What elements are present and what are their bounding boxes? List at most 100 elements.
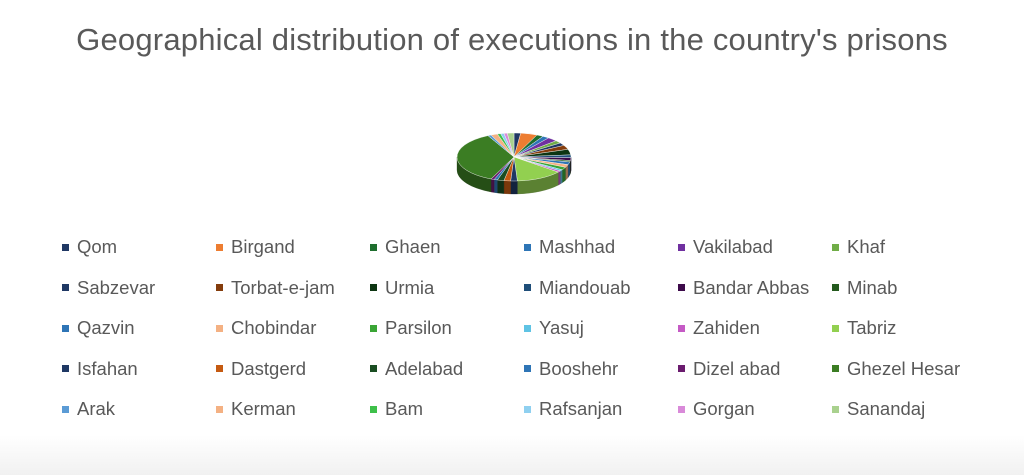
legend-label: Vakilabad <box>693 236 773 258</box>
legend-swatch <box>370 284 377 292</box>
legend-item: Chobindar <box>216 317 370 339</box>
legend-item: Dastgerd <box>216 358 370 380</box>
legend-label: Zahiden <box>693 317 760 339</box>
legend-label: Mashhad <box>539 236 616 258</box>
legend-label: Khaf <box>847 236 886 258</box>
pie-slice-side-isfahan <box>510 180 518 195</box>
legend-swatch <box>62 405 69 413</box>
legend-label: Ghezel Hesar <box>847 357 961 379</box>
legend-label: Birgand <box>231 236 295 258</box>
legend-swatch <box>370 243 377 251</box>
pie-slice-side-zahiden <box>558 170 561 186</box>
legend-item: Ghezel Hesar <box>832 358 986 380</box>
chart-title: Geographical distribution of executions … <box>76 22 948 57</box>
legend-item: Bandar Abbas <box>678 277 832 299</box>
legend-item: Birgand <box>216 236 370 258</box>
legend-item: Ghaen <box>370 236 524 258</box>
legend-label: Booshehr <box>539 357 619 379</box>
legend-swatch <box>678 365 685 373</box>
legend-swatch <box>370 365 377 373</box>
legend-label: Parsilon <box>385 317 452 339</box>
pie-slices <box>456 132 572 182</box>
background-shade <box>0 435 1024 475</box>
legend-item: Isfahan <box>62 358 216 380</box>
pie-chart <box>456 132 572 195</box>
legend-swatch <box>524 365 531 373</box>
legend-label: Urmia <box>385 276 435 298</box>
legend-label: Dizel abad <box>693 357 781 379</box>
legend-label: Miandouab <box>539 276 631 298</box>
legend-swatch <box>216 284 223 292</box>
pie-slice-ghezel-hesar <box>456 135 515 180</box>
legend-swatch <box>62 284 69 292</box>
legend-label: Tabriz <box>847 317 897 339</box>
legend-label: Minab <box>847 276 898 298</box>
legend-item: Gorgan <box>678 398 832 420</box>
legend-item: Miandouab <box>524 277 678 299</box>
legend-swatch <box>216 324 223 332</box>
legend-swatch <box>370 324 377 332</box>
legend-swatch <box>678 405 685 413</box>
legend-item: Arak <box>62 398 216 420</box>
legend-item: Khaf <box>832 236 986 258</box>
legend-item: Sabzevar <box>62 277 216 299</box>
legend-label: Arak <box>77 398 116 420</box>
legend-label: Gorgan <box>693 398 755 420</box>
legend-swatch <box>678 324 685 332</box>
legend-swatch <box>62 365 69 373</box>
legend-swatch <box>524 284 531 292</box>
legend-label: Torbat-e-jam <box>231 276 335 298</box>
pie-slice-side-booshehr <box>494 179 498 194</box>
legend-item: Sanandaj <box>832 398 986 420</box>
chart-legend: Qom Birgand Ghaen Mashhad Vakilabad Khaf Sabze… <box>62 227 992 430</box>
legend-item: Urmia <box>370 277 524 299</box>
pie-slice-sanandaj <box>506 132 515 158</box>
legend-item: Rafsanjan <box>524 398 678 420</box>
pie-slice-side-yasuj <box>560 169 563 185</box>
legend-label: Qazvin <box>77 317 135 339</box>
legend-label: Bandar Abbas <box>693 276 810 298</box>
legend-swatch <box>524 405 531 413</box>
legend-swatch <box>832 365 839 373</box>
legend-item: Parsilon <box>370 317 524 339</box>
pie-slice-side-dizel-abad <box>490 178 495 193</box>
legend-swatch <box>832 405 839 413</box>
legend-label: Adelabad <box>385 357 464 379</box>
legend-item: Tabriz <box>832 317 986 339</box>
legend-swatch <box>524 243 531 251</box>
legend-swatch <box>370 405 377 413</box>
legend-item: Yasuj <box>524 317 678 339</box>
legend-swatch <box>524 324 531 332</box>
legend-label: Dastgerd <box>231 357 307 379</box>
legend-swatch <box>216 365 223 373</box>
legend-label: Qom <box>77 236 118 258</box>
legend-item: Dizel abad <box>678 358 832 380</box>
legend-swatch <box>832 284 839 292</box>
legend-item: Bam <box>370 398 524 420</box>
legend-label: Bam <box>385 398 424 420</box>
legend-item: Kerman <box>216 398 370 420</box>
legend-swatch <box>216 405 223 413</box>
legend-item: Minab <box>832 277 986 299</box>
legend-label: Rafsanjan <box>539 398 623 420</box>
legend-item: Qazvin <box>62 317 216 339</box>
legend-swatch <box>678 243 685 251</box>
legend-swatch <box>216 243 223 251</box>
legend-item: Mashhad <box>524 236 678 258</box>
pie-sides <box>456 156 572 195</box>
legend-label: Sanandaj <box>847 398 926 420</box>
legend-swatch <box>62 324 69 332</box>
legend-label: Yasuj <box>539 317 584 339</box>
legend-swatch <box>678 284 685 292</box>
legend-item: Vakilabad <box>678 236 832 258</box>
legend-item: Zahiden <box>678 317 832 339</box>
legend-swatch <box>62 243 69 251</box>
legend-swatch <box>832 324 839 332</box>
legend-label: Isfahan <box>77 357 138 379</box>
legend-item: Adelabad <box>370 358 524 380</box>
legend-swatch <box>832 243 839 251</box>
legend-label: Sabzevar <box>77 276 156 298</box>
legend-item: Torbat-e-jam <box>216 277 370 299</box>
legend-item: Booshehr <box>524 358 678 380</box>
pie-slice-side-dastgerd <box>503 180 511 195</box>
